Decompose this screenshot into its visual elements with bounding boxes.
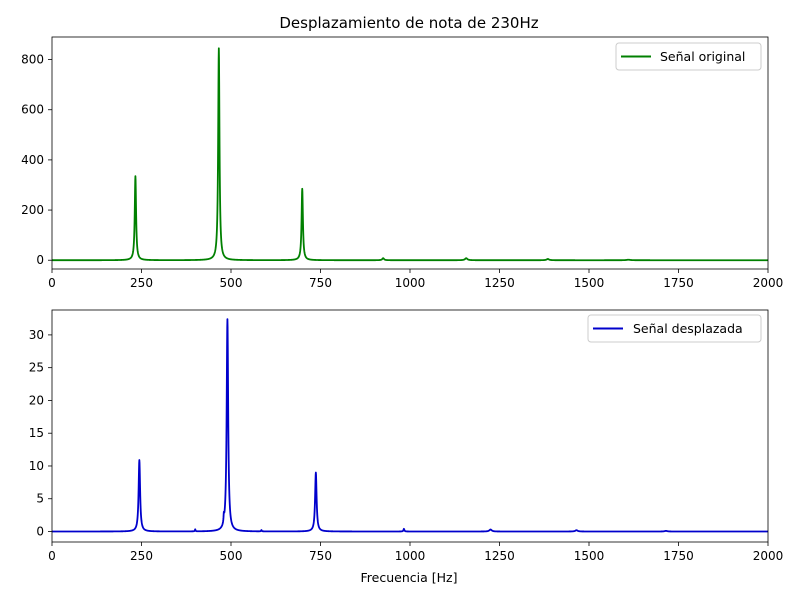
y-tick-label: 20 — [29, 393, 44, 407]
x-tick-label: 250 — [130, 549, 153, 563]
top-panel: Desplazamiento de nota de 230Hz 0 250 500 7… — [21, 14, 783, 290]
y-tick-label: 0 — [36, 525, 44, 539]
y-tick-label: 800 — [21, 53, 44, 67]
y-tick-label: 600 — [21, 103, 44, 117]
top-panel-frame — [51, 36, 769, 270]
x-tick-label: 1500 — [574, 276, 605, 290]
bottom-panel-frame — [51, 309, 769, 543]
bottom-legend-label: Señal desplazada — [633, 321, 743, 336]
x-tick-label: 750 — [309, 549, 332, 563]
bottom-panel-ticks: 0 250 500 750 1000 1250 1500 1750 2000 0 5 10 15 20 25… — [29, 328, 784, 563]
top-panel-series — [51, 47, 769, 262]
bottom-panel-legend: Señal desplazada — [587, 314, 762, 343]
top-panel-ticks: 0 250 500 750 1000 1250 1500 1750 2000 0 200 400 600… — [21, 53, 783, 290]
x-tick-label: 0 — [48, 276, 56, 290]
x-tick-label: 1250 — [484, 276, 515, 290]
x-tick-label: 1250 — [484, 549, 515, 563]
x-tick-label: 750 — [309, 276, 332, 290]
x-tick-label: 1000 — [395, 276, 426, 290]
x-tick-label: 1000 — [395, 549, 426, 563]
bottom-panel: 0 250 500 750 1000 1250 1500 1750 2000 0 5 10 15 20 25… — [29, 309, 784, 585]
y-tick-label: 15 — [29, 426, 44, 440]
bottom-legend-box — [587, 314, 762, 343]
series-line — [51, 47, 769, 262]
chart-title: Desplazamiento de nota de 230Hz — [279, 14, 538, 32]
y-tick-label: 5 — [36, 492, 44, 506]
x-tick-label: 2000 — [753, 549, 784, 563]
x-tick-label: 250 — [130, 276, 153, 290]
y-tick-label: 30 — [29, 328, 44, 342]
x-tick-label: 500 — [220, 549, 243, 563]
top-legend-box — [615, 42, 762, 71]
x-tick-label: 1500 — [574, 549, 605, 563]
bottom-panel-series — [51, 318, 769, 533]
x-tick-label: 2000 — [753, 276, 784, 290]
y-tick-label: 400 — [21, 153, 44, 167]
y-tick-label: 25 — [29, 361, 44, 375]
x-tick-label: 1750 — [663, 549, 694, 563]
x-axis-label: Frecuencia [Hz] — [361, 570, 458, 585]
x-tick-label: 500 — [220, 276, 243, 290]
top-panel-legend: Señal original — [615, 42, 762, 71]
x-tick-label: 1750 — [663, 276, 694, 290]
y-tick-label: 200 — [21, 203, 44, 217]
series-line — [51, 318, 769, 533]
y-tick-label: 0 — [36, 253, 44, 267]
top-legend-label: Señal original — [660, 49, 745, 64]
y-tick-label: 10 — [29, 459, 44, 473]
x-tick-label: 0 — [48, 549, 56, 563]
